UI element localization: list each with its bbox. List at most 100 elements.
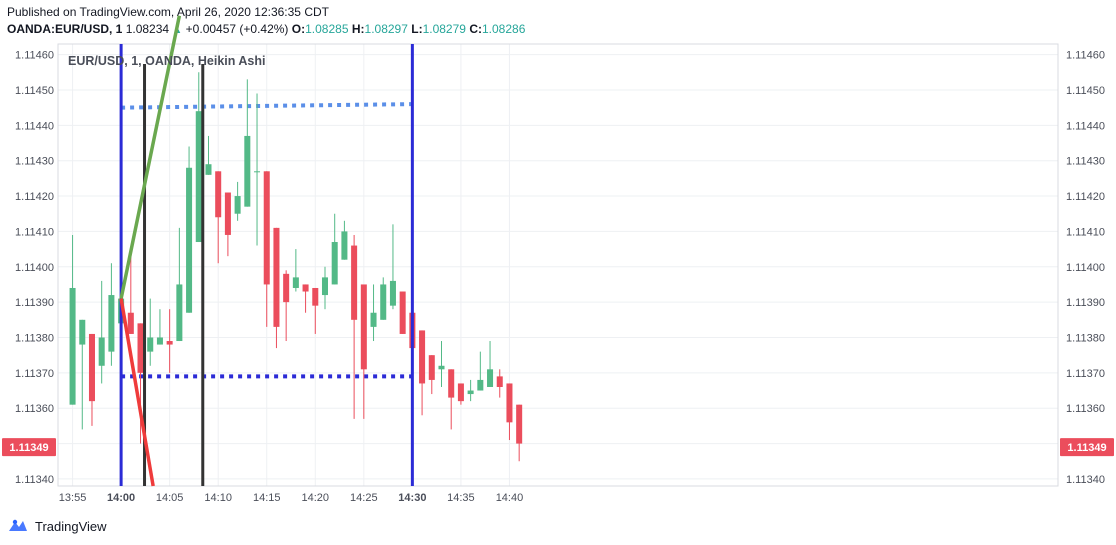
chart-title: EUR/USD, 1, OANDA, Heikin Ashi [68,54,266,68]
x-tick-label: 13:55 [59,492,87,504]
candle-body [487,369,494,387]
candle-body [108,295,115,352]
close-label: C: [469,22,482,36]
candle-body [351,245,358,320]
x-tick-label: 14:00 [107,492,135,504]
candle-body [399,291,406,334]
overlay-layer [119,15,414,487]
low-value: 1.08279 [422,22,466,36]
price-label-left: 1.11349 [9,442,48,454]
low-label: L: [411,22,423,36]
candle-body [321,277,328,296]
y-tick-label-left: 1.11420 [15,191,54,203]
candle-body [380,284,387,320]
x-tick-label: 14:10 [204,492,232,504]
x-tick-label: 14:20 [302,492,330,504]
candle-body [292,277,299,288]
dotted-level-line [121,102,413,110]
price-label-right-bg [1060,438,1114,457]
high-label: H: [351,22,365,36]
y-tick-label-left: 1.11380 [15,332,54,344]
candle-body [147,337,154,352]
candle-body [477,379,484,391]
trend-line [119,298,155,487]
x-tick-label: 14:30 [398,492,426,504]
candle-body [244,135,251,207]
candle-body [186,167,193,313]
footer-brand[interactable]: TradingView [7,518,107,534]
candle-body [127,312,134,334]
candle-body [438,365,445,370]
y-tick-label-right: 1.11390 [1066,297,1105,309]
y-tick-label-left: 1.11410 [15,226,54,238]
y-tick-label-left: 1.11370 [15,368,54,380]
candle-body [283,273,290,303]
open-value: 1.08285 [305,22,349,36]
trend-line [119,15,182,299]
candle-body [88,333,95,402]
candle-body [205,164,212,175]
candle-body [448,369,455,398]
x-tick-label: 14:35 [447,492,475,504]
candle-body [496,376,503,387]
y-tick-label-right: 1.11450 [1066,85,1105,97]
chart-grid [58,44,1058,486]
y-tick-label-right: 1.11340 [1066,474,1105,486]
y-tick-label-left: 1.11440 [15,120,54,132]
candle-body [341,231,348,260]
candle-body [467,390,474,395]
candle-body [457,383,464,402]
axes-layer: 1.113401.113401.113501.113501.113601.113… [2,50,1114,504]
candle-body [506,383,513,423]
y-tick-label-left: 1.11360 [15,403,54,415]
y-tick-label-right: 1.11380 [1066,332,1105,344]
candle-body [419,330,426,384]
candle-body [215,171,222,218]
candle-body [516,404,523,444]
candle-body [263,171,270,285]
open-label: O: [291,22,306,36]
y-tick-label-right: 1.11460 [1066,50,1105,62]
y-tick-label-left: 1.11450 [15,85,54,97]
published-caption: Published on TradingView.com, April 26, … [7,5,329,19]
candle-body [195,111,202,243]
candle-body [331,242,338,285]
y-tick-label-right: 1.11360 [1066,403,1105,415]
symbol-name[interactable]: OANDA:EUR/USD, 1 [7,22,123,36]
candle-body [273,227,280,327]
candle-body [389,280,396,306]
y-tick-label-right: 1.11400 [1066,262,1105,274]
candle-body [302,284,309,292]
candle-body [69,287,76,405]
candle-body [176,284,183,342]
last-price: 1.08234 [125,22,170,36]
x-tick-label: 14:05 [156,492,184,504]
candle-body [428,355,435,380]
x-tick-label: 14:15 [253,492,281,504]
candle-body [254,171,261,173]
candle-body [360,284,367,370]
y-tick-label-left: 1.11430 [15,156,54,168]
candle-body [156,337,163,345]
y-tick-label-right: 1.11430 [1066,156,1105,168]
price-label-left-bg [2,438,56,457]
candles-layer [69,72,523,462]
candle-body [166,341,173,345]
y-tick-label-left: 1.11400 [15,262,54,274]
y-tick-label-right: 1.11420 [1066,191,1105,203]
plot-frame [57,43,1059,487]
price-change: +0.00457 (+0.42%) [185,22,289,36]
drawing-layer [121,102,413,379]
candle-body [79,319,86,345]
brand-name: TradingView [35,518,107,534]
y-tick-label-right: 1.11370 [1066,368,1105,380]
y-tick-label-left: 1.11340 [15,474,54,486]
candle-body [312,287,319,306]
high-value: 1.08297 [364,22,408,36]
candle-body [224,192,231,235]
tradingview-logo-icon [9,519,27,531]
y-tick-label-right: 1.11440 [1066,120,1105,132]
y-tick-label-left: 1.11390 [15,297,54,309]
y-tick-label-left: 1.11460 [15,50,54,62]
